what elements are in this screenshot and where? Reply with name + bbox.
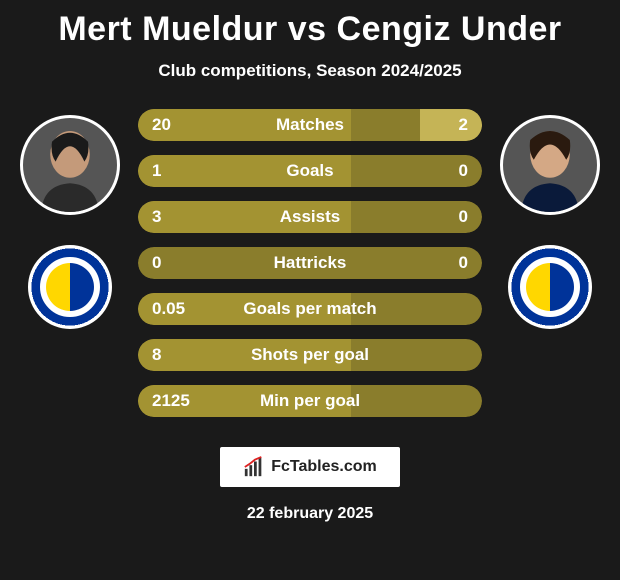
vs-text: vs [288, 10, 327, 48]
stat-row: 20Matches2 [138, 109, 482, 141]
player2-avatar [500, 115, 600, 215]
person-icon [505, 122, 595, 212]
player2-club-badge [508, 245, 592, 329]
stat-left-value: 0 [138, 253, 200, 273]
footer-date: 22 february 2025 [0, 505, 620, 523]
stat-row: 8Shots per goal [138, 339, 482, 371]
stat-right-value: 0 [420, 207, 482, 227]
stat-row: 2125Min per goal [138, 385, 482, 417]
club-crest-icon [46, 263, 94, 311]
brand-text: FcTables.com [271, 458, 377, 476]
comparison-card: Mert Mueldur vs Cengiz Under Club compet… [0, 0, 620, 580]
stat-left-value: 0.05 [138, 299, 200, 319]
stat-label: Goals per match [200, 299, 420, 319]
player1-avatar [20, 115, 120, 215]
stat-row: 0Hattricks0 [138, 247, 482, 279]
stat-left-value: 20 [138, 115, 200, 135]
stat-left-value: 3 [138, 207, 200, 227]
stat-label: Shots per goal [200, 345, 420, 365]
stat-label: Goals [200, 161, 420, 181]
stat-left-value: 2125 [138, 391, 200, 411]
main-row: 20Matches21Goals03Assists00Hattricks00.0… [0, 109, 620, 417]
stat-left-value: 1 [138, 161, 200, 181]
subtitle: Club competitions, Season 2024/2025 [0, 61, 620, 81]
stat-row: 3Assists0 [138, 201, 482, 233]
stat-row: 0.05Goals per match [138, 293, 482, 325]
player1-name: Mert Mueldur [58, 10, 277, 48]
stat-label: Hattricks [200, 253, 420, 273]
stats-column: 20Matches21Goals03Assists00Hattricks00.0… [138, 109, 482, 417]
stat-label: Matches [200, 115, 420, 135]
stat-right-value: 2 [420, 115, 482, 135]
club-crest-icon [526, 263, 574, 311]
left-side [20, 109, 120, 329]
comparison-title: Mert Mueldur vs Cengiz Under [0, 10, 620, 49]
stat-label: Assists [200, 207, 420, 227]
stat-right-value: 0 [420, 253, 482, 273]
person-icon [25, 122, 115, 212]
stat-row: 1Goals0 [138, 155, 482, 187]
brand-badge: FcTables.com [220, 447, 400, 487]
chart-icon [243, 456, 265, 478]
stat-label: Min per goal [200, 391, 420, 411]
stat-right-value: 0 [420, 161, 482, 181]
player2-name: Cengiz Under [337, 10, 562, 48]
stat-left-value: 8 [138, 345, 200, 365]
right-side [500, 109, 600, 329]
player1-club-badge [28, 245, 112, 329]
